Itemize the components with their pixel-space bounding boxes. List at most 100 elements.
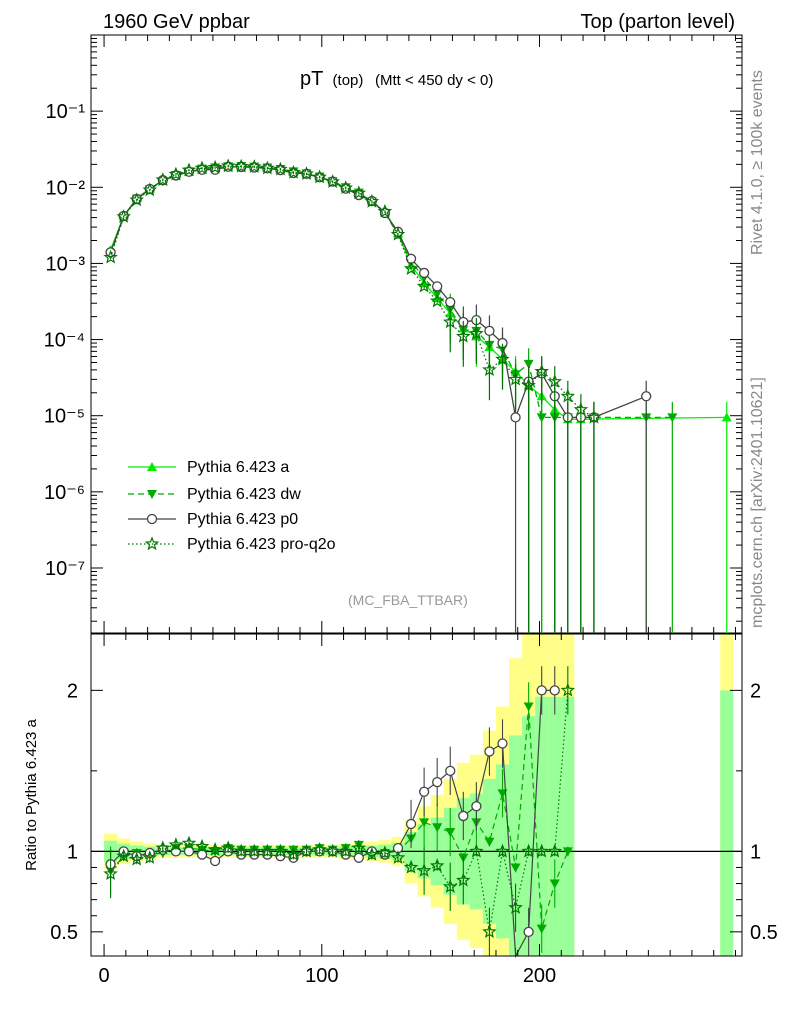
data-point-marker — [155, 840, 171, 855]
ratio-bands — [91, 634, 742, 956]
y-tick-label-right: 2 — [750, 680, 761, 702]
data-point-marker — [560, 388, 576, 403]
data-point-marker — [534, 843, 549, 858]
data-point-marker — [233, 158, 249, 173]
data-point-marker — [721, 412, 732, 422]
data-point-marker — [667, 413, 678, 423]
data-point-marker — [495, 351, 510, 366]
mcplots-label: mcplots.cern.ch [arXiv:2401.10621] — [749, 377, 766, 628]
data-point-marker — [142, 182, 158, 197]
data-point-marker — [469, 843, 484, 858]
data-point-marker — [536, 685, 547, 696]
y-tick-label-left: 2 — [67, 680, 78, 702]
y-tick-label: 10⁻⁷ — [45, 558, 85, 580]
series-dw — [105, 162, 678, 633]
x-tick-label: 0 — [99, 965, 110, 987]
data-point-marker — [194, 838, 210, 853]
series-line — [109, 165, 727, 420]
data-point-marker — [508, 900, 523, 914]
data-point-marker — [364, 193, 380, 208]
data-point-marker — [536, 924, 547, 934]
stat-uncertainty-band — [548, 696, 562, 956]
data-point-marker — [312, 169, 327, 184]
main-y-tick-labels: 10⁻⁷ 10⁻⁶ 10⁻⁵ 10⁻⁴ 10⁻³ 10⁻² 10⁻¹ — [44, 101, 86, 580]
data-point-marker — [273, 161, 288, 176]
open-circle-marker-icon — [146, 513, 158, 525]
data-point-marker — [390, 850, 406, 864]
data-point-marker — [521, 843, 536, 858]
data-point-marker — [403, 859, 419, 874]
y-tick-label: 10⁻⁴ — [44, 330, 85, 352]
data-point-marker — [523, 926, 534, 937]
data-point-marker — [534, 363, 549, 378]
data-point-marker — [508, 371, 523, 386]
data-point-marker — [429, 293, 445, 308]
data-point-marker — [510, 863, 521, 873]
data-point-marker — [445, 297, 456, 308]
data-point-marker — [419, 278, 430, 288]
main-ticks — [91, 34, 742, 633]
data-point-marker — [405, 818, 417, 830]
series-q2o — [103, 158, 602, 633]
ratio-frame — [90, 633, 743, 957]
data-point-marker — [247, 159, 262, 173]
data-point-marker — [103, 866, 118, 881]
data-point-marker — [338, 180, 353, 195]
series-a — [105, 161, 732, 633]
data-point-marker — [273, 843, 288, 858]
y-tick-label-right: 0.5 — [750, 922, 778, 944]
legend-label-p0: Pythia 6.423 p0 — [187, 511, 298, 528]
data-point-marker — [586, 409, 602, 424]
data-point-marker — [484, 325, 495, 337]
star-marker-icon — [144, 536, 160, 551]
data-point-marker — [116, 209, 131, 223]
data-point-marker — [547, 843, 563, 858]
data-point-marker — [456, 872, 471, 887]
main-frame — [90, 34, 743, 634]
data-point-marker — [312, 842, 327, 856]
data-point-marker — [142, 850, 158, 864]
data-point-marker — [351, 840, 367, 855]
data-point-marker — [260, 160, 275, 175]
data-point-marker — [338, 843, 353, 858]
ratio-panel: 0.5 0.5 1 1 2 2 0 100 200 Ratio to Pythia 6.423… — [23, 633, 778, 987]
plot-title-sub2: (Mtt < 450 dy < 0) — [375, 72, 493, 89]
ratio-series-q2o — [103, 666, 576, 956]
plot-title: pT (top) (Mtt < 450 dy < 0) — [300, 68, 493, 90]
data-point-marker — [299, 166, 314, 181]
data-point-marker — [116, 848, 131, 863]
legend-entry-dw: Pythia 6.423 dw — [128, 486, 301, 503]
data-point-marker — [521, 377, 536, 392]
data-point-marker — [325, 843, 340, 858]
legend-entry-p0: Pythia 6.423 p0 — [128, 511, 298, 528]
y-tick-label: 10⁻³ — [46, 253, 86, 275]
header-right: Top (parton level) — [580, 11, 735, 33]
y-tick-label: 10⁻⁶ — [44, 482, 85, 504]
y-tick-label-left: 1 — [67, 841, 78, 863]
data-point-marker — [168, 837, 184, 852]
stat-uncertainty-band — [561, 696, 575, 956]
legend-label-a: Pythia 6.423 a — [187, 459, 289, 476]
data-point-marker — [129, 851, 144, 866]
data-point-marker — [129, 192, 144, 207]
data-point-marker — [484, 837, 495, 847]
data-point-marker — [207, 842, 223, 856]
data-point-marker — [469, 325, 484, 340]
data-point-marker — [549, 685, 560, 696]
data-point-marker — [325, 174, 340, 189]
data-point-marker — [377, 204, 393, 218]
data-point-marker — [432, 776, 443, 788]
data-point-marker — [445, 765, 456, 776]
x-tick-label: 100 — [305, 965, 338, 987]
y-tick-label-left: 0.5 — [50, 922, 78, 944]
ratio-y-tick-labels: 0.5 0.5 1 1 2 2 — [50, 680, 778, 944]
data-point-marker — [247, 843, 262, 858]
data-point-marker — [432, 281, 443, 292]
data-point-marker — [403, 261, 419, 276]
data-point-marker — [286, 846, 301, 861]
data-point-marker — [432, 823, 443, 833]
data-point-marker — [458, 810, 469, 822]
data-point-marker — [353, 852, 364, 863]
data-point-marker — [523, 359, 534, 369]
